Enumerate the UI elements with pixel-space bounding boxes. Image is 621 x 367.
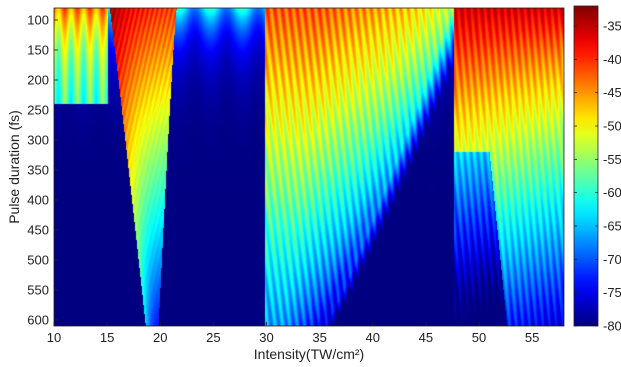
y-axis: 100 150 200 250 300 350 400 450 500 550 600 xyxy=(27,13,58,328)
y-tick-label: 150 xyxy=(27,43,49,58)
colorbar-tick-label: -50 xyxy=(603,119,621,134)
y-tick-label: 500 xyxy=(27,253,49,268)
colorbar-frame xyxy=(573,5,599,327)
y-tick-label: 200 xyxy=(27,73,49,88)
colorbar-tick-label: -45 xyxy=(603,85,621,100)
x-tick-label: 25 xyxy=(206,330,220,345)
colorbar-tick-label: -60 xyxy=(603,185,621,200)
y-tick-label: 550 xyxy=(27,283,49,298)
colorbar-tick-label: -75 xyxy=(603,285,621,300)
x-tick-label: 50 xyxy=(472,330,486,345)
colorbar-tick-label: -35 xyxy=(603,19,621,34)
y-tick-label: 450 xyxy=(27,223,49,238)
y-tick-label: 350 xyxy=(27,163,49,178)
colorbar-tick-label: -40 xyxy=(603,52,621,67)
y-tick-label: 600 xyxy=(27,313,49,328)
plot-frame xyxy=(53,7,565,327)
x-axis: 10 15 20 25 30 35 40 45 50 55 xyxy=(47,322,539,345)
y-tick-label: 300 xyxy=(27,133,49,148)
heatmap-surface xyxy=(54,8,564,326)
x-tick-label: 30 xyxy=(259,330,273,345)
x-tick-label: 40 xyxy=(366,330,380,345)
colorbar-tick-label: -55 xyxy=(603,152,621,167)
x-tick-label: 35 xyxy=(312,330,326,345)
colorbar: -35 -40 -45 -50 -55 -60 -65 -70 -75 -80 xyxy=(573,5,621,334)
y-axis-label: Pulse duration (fs) xyxy=(6,110,22,224)
y-tick-label: 400 xyxy=(27,193,49,208)
colorbar-tick-label: -70 xyxy=(603,252,621,267)
colorbar-tick-label: -65 xyxy=(603,219,621,234)
plot-area xyxy=(53,7,565,327)
x-tick-label: 45 xyxy=(419,330,433,345)
colorbar-tick-label: -80 xyxy=(603,319,621,334)
x-tick-label: 55 xyxy=(525,330,539,345)
x-tick-label: 10 xyxy=(47,330,61,345)
x-axis-label: Intensity(TW/cm²) xyxy=(254,346,364,362)
y-tick-label: 100 xyxy=(27,13,49,28)
colorbar-gradient xyxy=(574,6,598,326)
x-tick-label: 15 xyxy=(100,330,114,345)
y-tick-label: 250 xyxy=(27,103,49,118)
x-tick-label: 20 xyxy=(153,330,167,345)
